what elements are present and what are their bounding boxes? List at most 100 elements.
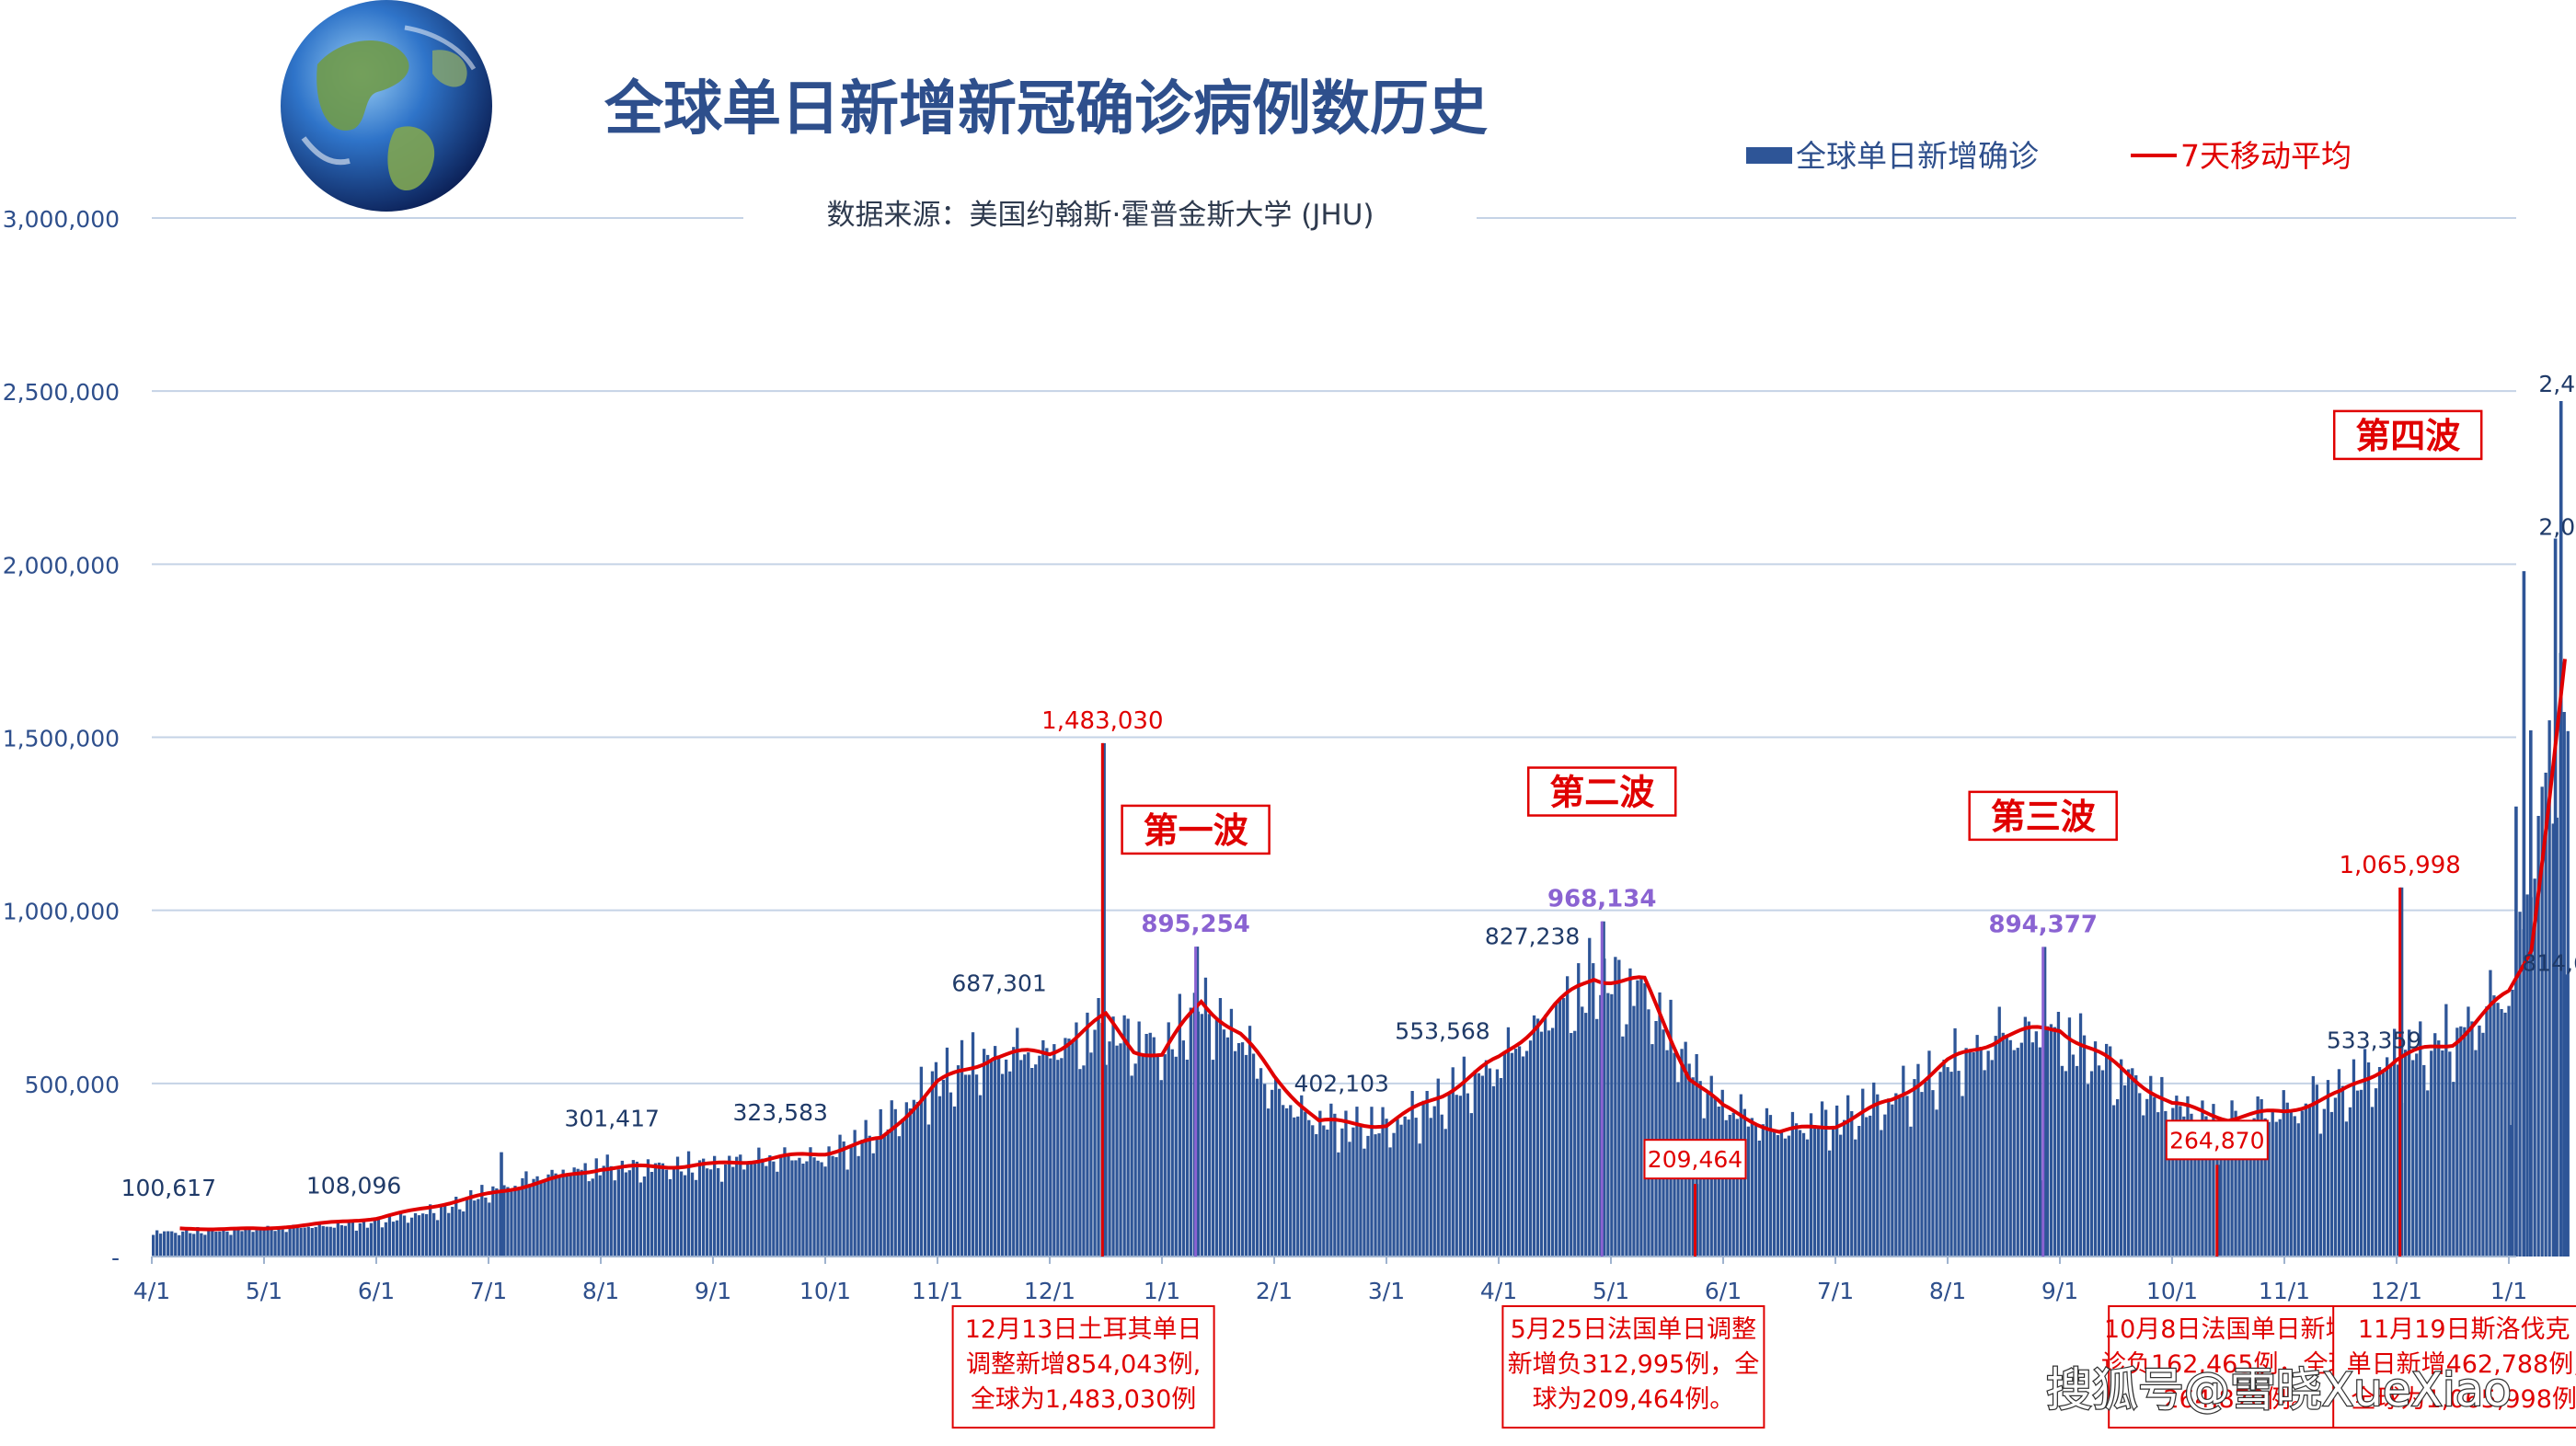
bar-daily-cases: [1263, 1084, 1267, 1257]
bar-daily-cases: [627, 1170, 631, 1257]
bar-daily-cases: [521, 1177, 524, 1257]
bar-daily-cases: [244, 1228, 247, 1257]
bar-daily-cases: [1742, 1108, 1746, 1257]
marker-label-box: [1643, 1139, 1747, 1180]
bar-daily-cases: [2467, 1006, 2470, 1257]
bar-daily-cases: [1484, 1060, 1489, 1257]
bar-daily-cases: [391, 1222, 396, 1257]
bar-daily-cases: [491, 1186, 495, 1257]
bar-daily-cases: [1654, 1021, 1658, 1257]
bar-daily-cases: [506, 1187, 510, 1257]
bar-daily-cases: [1329, 1103, 1333, 1257]
x-tick-label: 10/1: [799, 1278, 851, 1304]
bar-daily-cases: [1647, 1009, 1650, 1257]
bar-daily-cases: [1614, 957, 1617, 1257]
bar-daily-cases: [653, 1163, 658, 1257]
bar-daily-cases: [354, 1230, 358, 1257]
bar-daily-cases: [1203, 977, 1208, 1257]
bar-daily-cases: [1839, 1134, 1843, 1257]
bar-daily-cases: [2226, 1126, 2230, 1257]
bar-daily-cases: [1499, 1078, 1503, 1257]
bar-daily-cases: [1506, 1027, 1511, 1257]
bar-daily-cases: [2045, 1026, 2050, 1257]
bar-daily-cases: [1337, 1152, 1340, 1257]
bar-daily-cases: [310, 1228, 314, 1257]
bar-daily-cases: [1407, 1119, 1410, 1257]
bar-daily-cases: [1377, 1133, 1381, 1257]
annotation-line: 5月25日法国单日调整: [1511, 1315, 1757, 1344]
bar-daily-cases: [2138, 1093, 2142, 1257]
bar-daily-cases: [517, 1188, 521, 1257]
bar-daily-cases: [539, 1182, 543, 1257]
bar-daily-cases: [546, 1174, 550, 1257]
bar-daily-cases: [1610, 993, 1614, 1257]
bar-daily-cases: [2219, 1125, 2223, 1257]
bar-daily-cases: [580, 1169, 583, 1257]
bar-daily-cases: [849, 1145, 853, 1257]
bar-daily-cases: [1174, 1056, 1178, 1257]
annotation-line: 新增负312,995例，全: [1508, 1350, 1760, 1379]
bar-daily-cases: [2452, 1082, 2455, 1257]
bar-daily-cases: [1381, 1107, 1385, 1257]
bar-daily-cases: [1986, 1050, 1990, 1257]
bar-daily-cases: [912, 1099, 915, 1257]
bar-daily-cases: [2208, 1121, 2212, 1257]
bar-daily-cases: [384, 1222, 388, 1257]
bar-daily-cases: [1236, 1043, 1241, 1257]
bar-daily-cases: [1728, 1115, 1731, 1257]
bar-daily-cases: [1480, 1075, 1484, 1257]
bar-spike: [1695, 1184, 1699, 1257]
bar-daily-cases: [1432, 1106, 1436, 1257]
x-tick-label: 11/1: [2259, 1278, 2310, 1304]
bar-daily-cases: [1820, 1101, 1824, 1257]
bar-daily-cases: [1451, 1067, 1455, 1257]
bar-daily-cases: [2034, 1031, 2038, 1257]
bar-daily-cases: [576, 1168, 580, 1257]
bar-daily-cases: [362, 1219, 366, 1257]
bar-daily-cases: [809, 1147, 812, 1257]
x-tick-label: 6/1: [1705, 1278, 1742, 1304]
bar-daily-cases: [1787, 1135, 1791, 1257]
bar-daily-cases: [1990, 1060, 1994, 1257]
bar-daily-cases: [1133, 1063, 1137, 1257]
bar-daily-cases: [779, 1155, 783, 1257]
marker-label: 1,483,030: [1041, 707, 1163, 735]
bar-daily-cases: [1396, 1119, 1399, 1257]
bar-daily-cases: [1355, 1107, 1359, 1257]
bar-daily-cases: [897, 1136, 901, 1257]
bar-daily-cases: [1983, 1070, 1986, 1257]
bar-daily-cases: [1251, 1053, 1256, 1257]
bar-daily-cases: [731, 1166, 735, 1257]
bar-daily-cases: [805, 1161, 809, 1257]
bar-daily-cases: [1535, 1018, 1540, 1257]
bar-daily-cases: [2496, 1003, 2500, 1257]
bar-daily-cases: [930, 1071, 935, 1257]
bar-daily-cases: [569, 1175, 572, 1257]
bar-daily-cases: [2252, 1118, 2256, 1257]
bar-daily-cases: [798, 1157, 801, 1257]
bar-daily-cases: [1351, 1127, 1355, 1257]
bar-daily-cases: [1861, 1088, 1865, 1257]
x-tick-label: 7/1: [1817, 1278, 1854, 1304]
bar-daily-cases: [2393, 1028, 2397, 1257]
wave-label-box: [1968, 790, 2118, 842]
bar-daily-cases: [960, 1039, 964, 1257]
bar-daily-cases: [2160, 1076, 2164, 1257]
bar-daily-cases: [1185, 1060, 1189, 1257]
bar-daily-cases: [875, 1137, 879, 1257]
bar-daily-cases: [967, 1074, 972, 1257]
bar-spike: [2216, 1165, 2221, 1257]
bar-daily-cases: [1418, 1143, 1421, 1257]
bar-daily-cases: [2363, 1049, 2367, 1257]
bar-daily-cases: [983, 1049, 986, 1257]
bar-daily-cases: [1436, 1078, 1440, 1257]
bar-daily-cases: [406, 1222, 410, 1257]
marker-label: 264,870: [2169, 1127, 2264, 1153]
bar-daily-cases: [218, 1231, 222, 1257]
bar-daily-cases: [1414, 1118, 1418, 1257]
bar-daily-cases: [753, 1164, 757, 1257]
bar-daily-cases: [251, 1232, 255, 1257]
bar-daily-cases: [1370, 1107, 1374, 1257]
x-tick-label: 12/1: [2371, 1278, 2422, 1304]
bar-daily-cases: [1488, 1068, 1492, 1257]
